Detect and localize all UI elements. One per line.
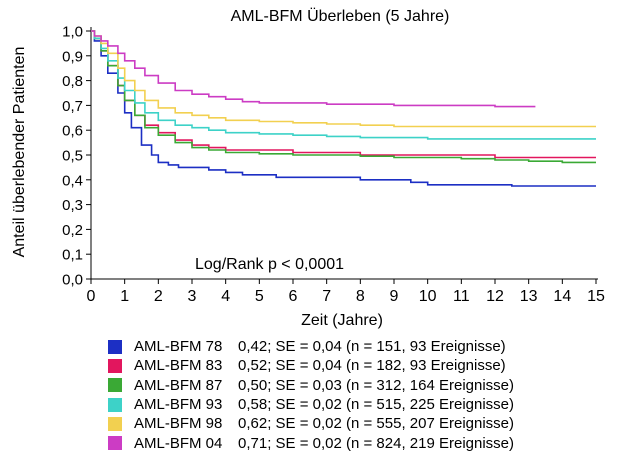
y-tick-label: 0,8 [62, 73, 83, 90]
x-tick-label: 15 [587, 288, 605, 305]
legend-swatch [108, 358, 122, 373]
legend-series-name: AML-BFM 04 [134, 434, 223, 452]
legend-series-stats: 0,62; SE = 0,02 (n = 555, 207 Ereignisse… [238, 415, 515, 433]
x-tick-label: 12 [486, 288, 504, 305]
x-tick-label: 13 [520, 288, 538, 305]
x-tick-label: 5 [255, 288, 264, 305]
legend-series-name: AML-BFM 87 [134, 376, 223, 394]
legend-series-stats: 0,71; SE = 0,02 (n = 824, 219 Ereignisse… [238, 434, 515, 452]
x-tick-label: 1 [120, 288, 129, 305]
y-tick-label: 0,5 [62, 148, 83, 165]
legend-entry: AML-BFM 98 0,62; SE = 0,02 (n = 555, 207 … [108, 414, 613, 433]
legend-swatch [108, 436, 122, 451]
y-ticks: 0,0 0,1 0,2 0,3 0,4 0,5 0,6 0,7 0,8 0,9 1,0 [62, 24, 91, 289]
y-tick-label: 0,1 [62, 247, 83, 264]
legend-series-name: AML-BFM 93 [134, 396, 223, 414]
x-tick-label: 10 [419, 288, 437, 305]
y-axis-label: Anteil überlebender Patienten [11, 47, 28, 258]
logrank-annotation: Log/Rank p < 0,0001 [195, 256, 344, 273]
legend-swatch [108, 378, 122, 393]
legend-series-stats: 0,50; SE = 0,03 (n = 312, 164 Ereignisse… [238, 376, 515, 394]
series-line-1 [91, 30, 596, 187]
series-line-4 [91, 30, 596, 140]
legend-series-stats: 0,58; SE = 0,02 (n = 515, 225 Ereignisse… [238, 396, 515, 414]
series-lines [91, 30, 596, 187]
y-tick-label: 0,4 [62, 172, 83, 189]
y-tick-label: 0,9 [62, 48, 83, 65]
legend: AML-BFM 78 0,42; SE = 0,04 (n = 151, 93 E… [108, 337, 613, 453]
y-tick-label: 1,0 [62, 24, 83, 41]
x-tick-label: 8 [356, 288, 365, 305]
legend-entry: AML-BFM 87 0,50; SE = 0,03 (n = 312, 164 … [108, 376, 613, 395]
legend-entry: AML-BFM 93 0,58; SE = 0,02 (n = 515, 225 … [108, 395, 613, 414]
axes [90, 27, 598, 280]
legend-series-name: AML-BFM 83 [134, 357, 223, 375]
legend-series-name: AML-BFM 78 [134, 338, 223, 356]
x-tick-label: 9 [390, 288, 399, 305]
y-tick-label: 0,0 [62, 272, 83, 289]
legend-entry: AML-BFM 78 0,42; SE = 0,04 (n = 151, 93 E… [108, 337, 613, 356]
x-tick-label: 3 [188, 288, 197, 305]
legend-entry: AML-BFM 83 0,52; SE = 0,04 (n = 182, 93 E… [108, 356, 613, 375]
x-tick-label: 14 [553, 288, 571, 305]
x-tick-label: 4 [221, 288, 230, 305]
x-ticks: 0 1 2 3 4 5 6 7 8 9 10 11 12 13 14 15 [87, 279, 605, 305]
legend-swatch [108, 397, 122, 412]
series-line-3 [91, 30, 596, 164]
x-tick-label: 0 [87, 288, 96, 305]
legend-entry: AML-BFM 04 0,71; SE = 0,02 (n = 824, 219 … [108, 433, 613, 452]
x-tick-label: 7 [322, 288, 331, 305]
y-tick-label: 0,7 [62, 98, 83, 115]
legend-series-stats: 0,52; SE = 0,04 (n = 182, 93 Ereignisse) [238, 357, 506, 375]
x-tick-label: 2 [154, 288, 163, 305]
y-tick-label: 0,2 [62, 222, 83, 239]
y-tick-label: 0,3 [62, 197, 83, 214]
x-axis-label: Zeit (Jahre) [301, 312, 383, 329]
series-line-5 [91, 30, 596, 128]
legend-swatch [108, 339, 122, 354]
legend-series-name: AML-BFM 98 [134, 415, 223, 433]
series-line-6 [91, 30, 536, 108]
y-tick-label: 0,6 [62, 123, 83, 140]
chart-title: AML-BFM Überleben (5 Jahre) [231, 7, 450, 25]
legend-swatch [108, 416, 122, 431]
legend-series-stats: 0,42; SE = 0,04 (n = 151, 93 Ereignisse) [238, 338, 506, 356]
x-tick-label: 11 [453, 288, 470, 305]
x-tick-label: 6 [289, 288, 298, 305]
